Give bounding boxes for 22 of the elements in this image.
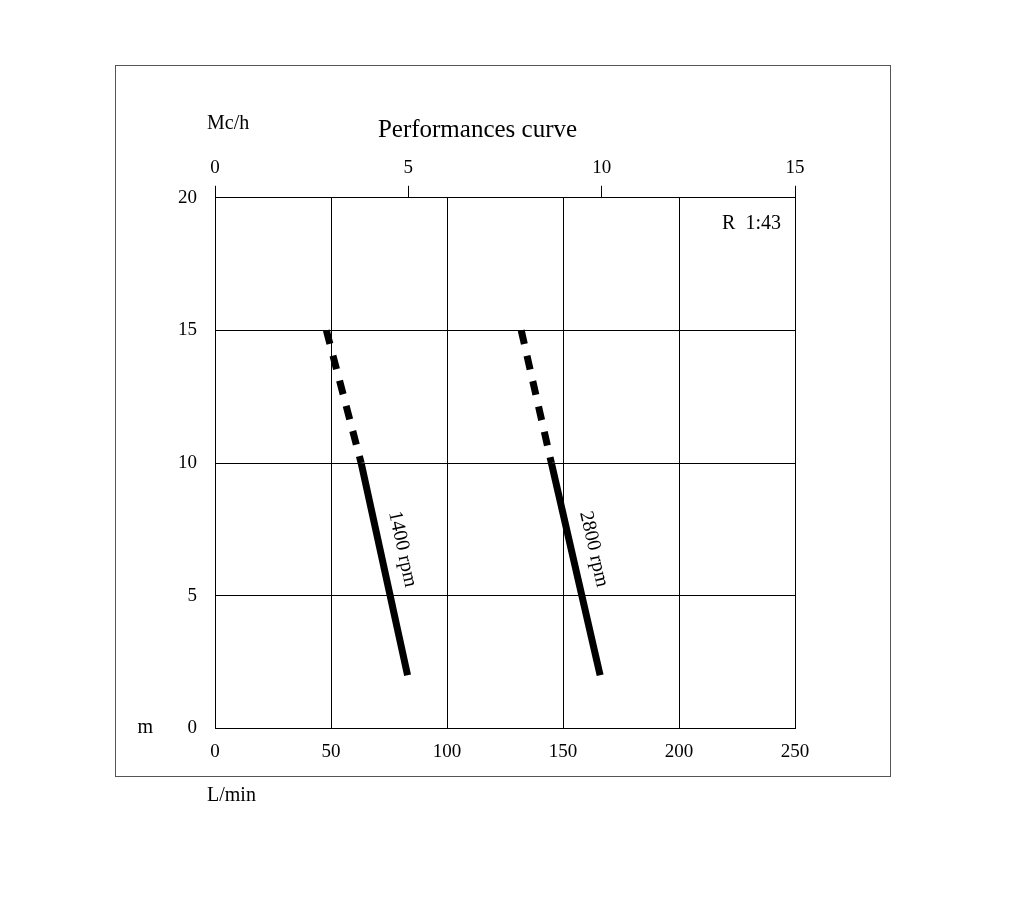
y-axis-title: m [137,715,154,738]
x2-tick-label: 0 [210,156,220,178]
y-tick-label: 5 [187,583,197,605]
y-tick-label: 0 [187,716,197,738]
y-tick-label: 15 [178,318,197,340]
x-axis-title: L/min [207,783,256,806]
chart-title: Performances curve [377,114,578,142]
y-tick-label: 20 [178,185,197,207]
x2-tick-label: 15 [785,156,805,178]
x2-axis-title: Mc/h [207,111,250,134]
x-tick-label: 0 [210,739,220,761]
x-tick-label: 200 [664,739,694,761]
x-tick-label: 100 [432,739,462,761]
x-tick-label: 150 [548,739,578,761]
x2-tick-label: 5 [403,156,414,178]
annotation: R 1:43 [722,211,781,234]
x2-tick-label: 10 [592,156,612,178]
x-tick-label: 50 [321,739,341,761]
y-tick-label: 10 [178,450,197,472]
text: 1400 rpm [384,508,424,590]
x-tick-label: 250 [780,739,810,761]
text: 2800 rpm [575,508,615,590]
